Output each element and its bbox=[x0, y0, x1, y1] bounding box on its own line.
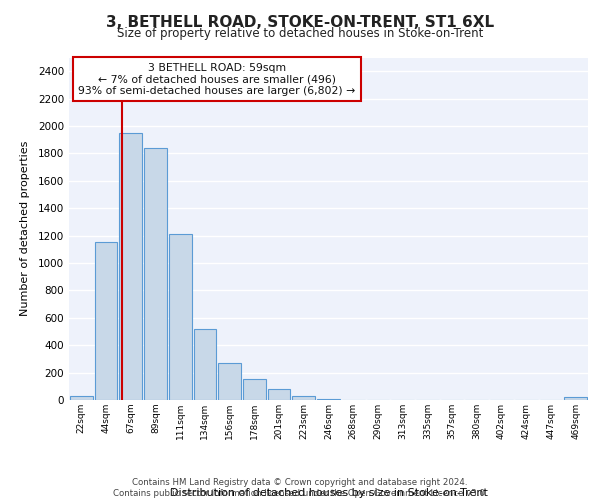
Bar bbox=[144, 148, 167, 400]
Bar bbox=[119, 133, 142, 400]
Bar bbox=[243, 380, 266, 400]
Text: Size of property relative to detached houses in Stoke-on-Trent: Size of property relative to detached ho… bbox=[117, 28, 483, 40]
Text: 3, BETHELL ROAD, STOKE-ON-TRENT, ST1 6XL: 3, BETHELL ROAD, STOKE-ON-TRENT, ST1 6XL bbox=[106, 15, 494, 30]
Bar bbox=[194, 329, 216, 400]
Bar bbox=[268, 389, 290, 400]
X-axis label: Distribution of detached houses by size in Stoke-on-Trent: Distribution of detached houses by size … bbox=[170, 488, 487, 498]
Bar bbox=[70, 396, 93, 400]
Text: 3 BETHELL ROAD: 59sqm
← 7% of detached houses are smaller (496)
93% of semi-deta: 3 BETHELL ROAD: 59sqm ← 7% of detached h… bbox=[78, 62, 356, 96]
Bar bbox=[169, 234, 191, 400]
Bar bbox=[292, 396, 315, 400]
Bar bbox=[564, 398, 587, 400]
Text: Contains HM Land Registry data © Crown copyright and database right 2024.
Contai: Contains HM Land Registry data © Crown c… bbox=[113, 478, 487, 498]
Bar bbox=[218, 363, 241, 400]
Bar bbox=[95, 242, 118, 400]
Y-axis label: Number of detached properties: Number of detached properties bbox=[20, 141, 29, 316]
